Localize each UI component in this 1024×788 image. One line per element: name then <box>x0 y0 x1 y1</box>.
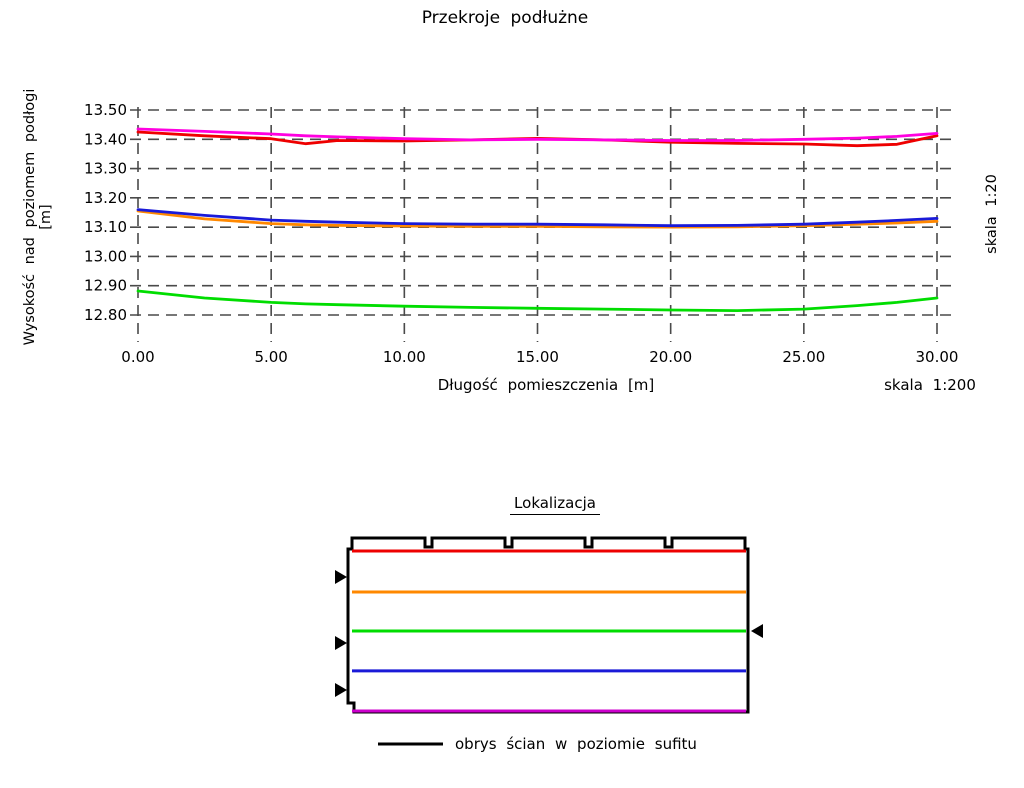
x-tick-label: 0.00 <box>121 348 154 366</box>
x-tick-label: 25.00 <box>782 348 825 366</box>
y-tick-label: 13.50 <box>84 101 127 119</box>
x-tick-label: 30.00 <box>916 348 959 366</box>
y-axis-title: Wysokość nad poziomem podłogi [m] <box>22 88 54 346</box>
x-tick-label: 15.00 <box>516 348 559 366</box>
y-tick-label: 13.40 <box>84 130 127 148</box>
right-arrow-marker <box>751 623 763 638</box>
vertical-scale-label: skala 1:20 <box>984 174 1000 254</box>
y-tick-label: 12.90 <box>84 277 127 295</box>
lokalizacja-title-text: Lokalizacja <box>510 494 600 515</box>
x-tick-label: 10.00 <box>383 348 426 366</box>
x-tick-label: 5.00 <box>254 348 287 366</box>
left-arrow-marker <box>335 682 347 697</box>
room-outline <box>346 536 750 714</box>
y-tick-label: 13.30 <box>84 160 127 178</box>
y-tick-label: 13.10 <box>84 218 127 236</box>
series-line-blue-section <box>136 208 939 228</box>
y-tick-label: 12.80 <box>84 306 127 324</box>
left-arrow-marker <box>335 570 347 585</box>
lokalizacja-title: Lokalizacja <box>495 494 615 515</box>
legend-label: obrys ścian w poziomie sufitu <box>455 735 697 753</box>
series-line-orange-section <box>136 209 939 229</box>
y-tick-label: 13.00 <box>84 247 127 265</box>
series-line-green-section <box>136 289 939 313</box>
x-axis-title: Długość pomieszczenia [m] <box>437 376 655 394</box>
x-tick-label: 20.00 <box>649 348 692 366</box>
left-arrow-marker <box>335 636 347 651</box>
series-line-magenta-section <box>136 127 939 142</box>
y-tick-label: 13.20 <box>84 189 127 207</box>
horizontal-scale-label: skala 1:200 <box>884 376 976 394</box>
page-title: Przekroje podłużne <box>421 8 589 28</box>
